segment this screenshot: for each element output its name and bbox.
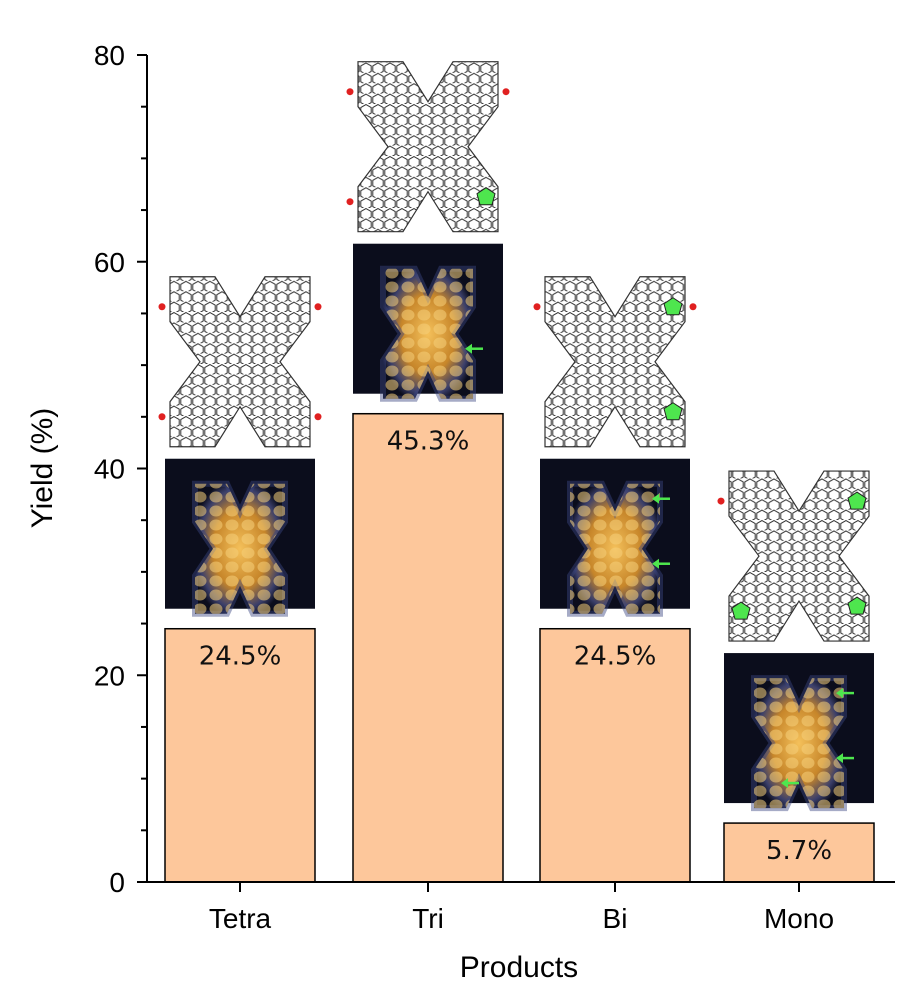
pentagon-highlight bbox=[847, 491, 867, 510]
stm-image bbox=[165, 458, 315, 617]
pentagon-highlight bbox=[731, 601, 751, 620]
bar-value-label: 24.5% bbox=[574, 642, 657, 672]
edge-marker bbox=[314, 413, 322, 421]
molecule-structure bbox=[158, 276, 322, 448]
edge-marker bbox=[533, 303, 541, 311]
stm-image bbox=[540, 458, 690, 617]
x-axis-title: Products bbox=[460, 951, 578, 984]
molecule-structure bbox=[533, 276, 697, 448]
edge-marker bbox=[314, 303, 322, 311]
bars: 24.5% 45.3% 24.5% 5.7% bbox=[164, 412, 875, 883]
bar-value-label: 45.3% bbox=[387, 427, 470, 457]
y-tick-label: 80 bbox=[94, 40, 125, 71]
y-tick-label: 0 bbox=[109, 867, 125, 898]
edge-marker bbox=[717, 497, 725, 505]
y-axis-title: Yield (%) bbox=[26, 408, 59, 529]
edge-marker bbox=[689, 303, 697, 311]
edge-marker bbox=[158, 303, 166, 311]
inset-images bbox=[158, 61, 874, 812]
inset-tetra bbox=[158, 276, 322, 617]
edge-marker bbox=[158, 413, 166, 421]
bar-tri bbox=[352, 412, 504, 883]
edge-marker bbox=[346, 198, 354, 206]
x-tick-label: Tetra bbox=[209, 903, 272, 934]
x-ticks: Tetra Tri Bi Mono bbox=[209, 882, 834, 934]
y-tick-label: 40 bbox=[94, 454, 125, 485]
x-tick-label: Mono bbox=[764, 903, 834, 934]
stm-image bbox=[353, 243, 503, 402]
y-ticks: 0 20 40 60 80 bbox=[94, 40, 147, 898]
pentagon-highlight bbox=[663, 402, 683, 421]
inset-mono bbox=[717, 470, 874, 812]
stm-image bbox=[724, 653, 874, 812]
edge-marker bbox=[346, 88, 354, 96]
x-tick-label: Bi bbox=[603, 903, 628, 934]
edge-marker bbox=[502, 88, 510, 96]
molecule-structure bbox=[346, 61, 510, 233]
pentagon-highlight bbox=[476, 187, 496, 206]
pentagon-highlight bbox=[847, 596, 867, 615]
inset-bi bbox=[533, 276, 697, 617]
y-tick-label: 20 bbox=[94, 660, 125, 691]
x-tick-label: Tri bbox=[412, 903, 444, 934]
bar-tetra bbox=[164, 627, 316, 883]
pentagon-highlight bbox=[663, 297, 683, 316]
bar-value-label: 24.5% bbox=[199, 642, 282, 672]
y-tick-label: 60 bbox=[94, 247, 125, 278]
bar-value-label: 5.7% bbox=[766, 836, 832, 866]
inset-tri bbox=[346, 61, 510, 402]
molecule-structure bbox=[717, 470, 870, 642]
bar-bi bbox=[539, 627, 691, 883]
